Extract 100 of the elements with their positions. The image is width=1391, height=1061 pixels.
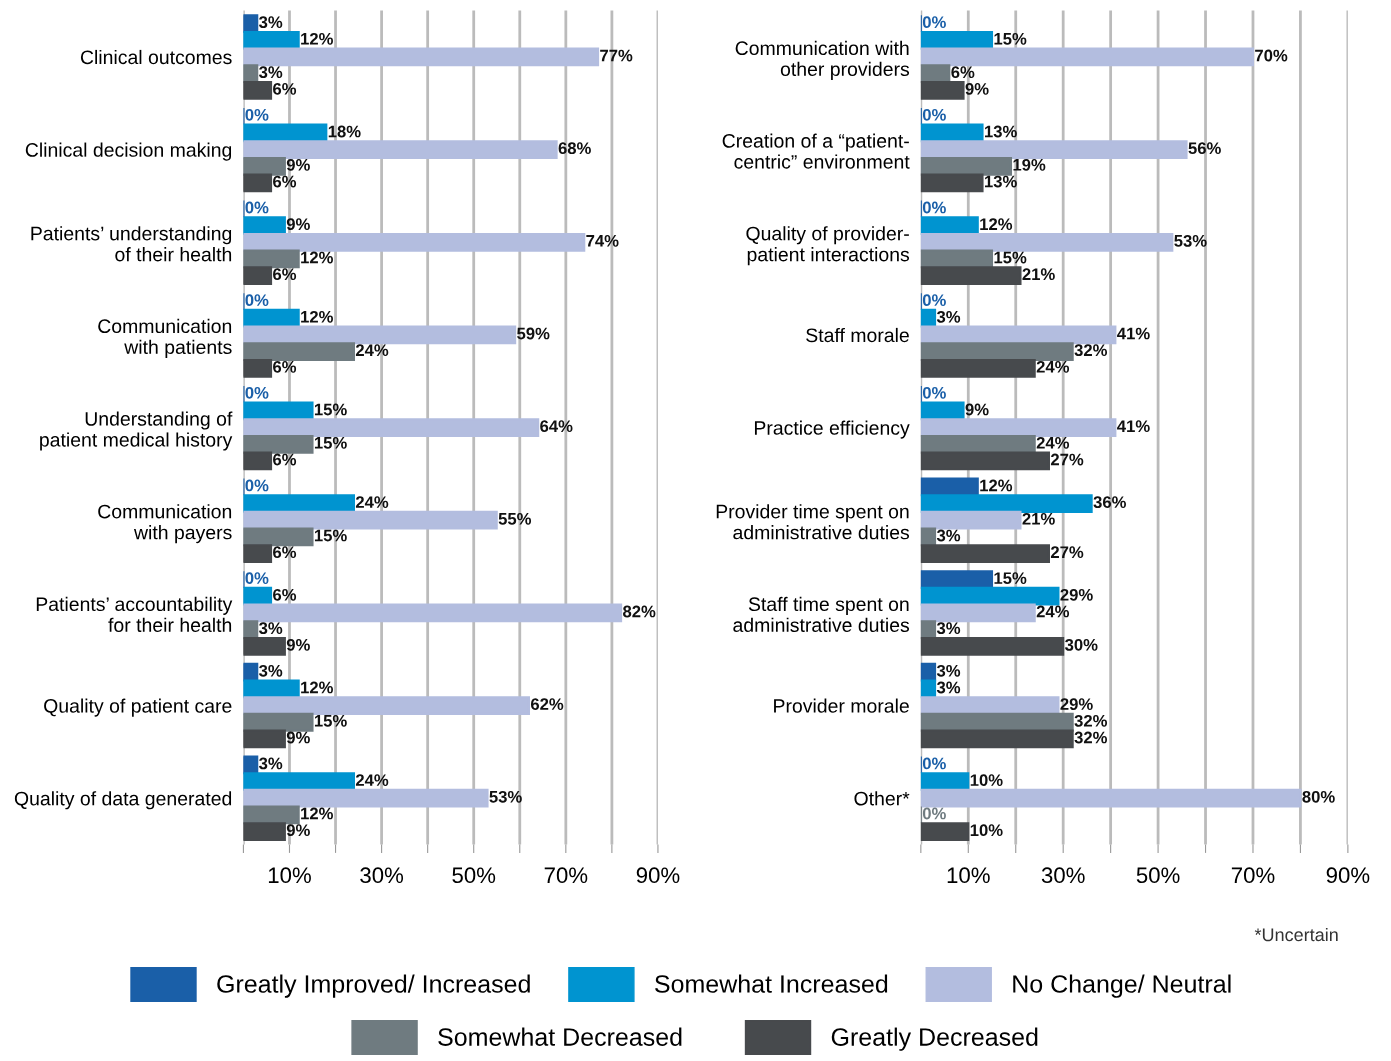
data-label: 74% bbox=[586, 234, 619, 247]
y-tick-label: Quality of provider- patient interactions bbox=[746, 226, 910, 266]
data-label: 6% bbox=[273, 175, 297, 188]
data-label: 15% bbox=[994, 32, 1027, 45]
data-label: 9% bbox=[965, 82, 989, 95]
x-tick-label: 30% bbox=[1041, 867, 1085, 884]
data-label: 3% bbox=[936, 622, 961, 635]
data-label: 21% bbox=[1022, 512, 1055, 525]
data-label: 53% bbox=[489, 790, 522, 803]
data-label: 24% bbox=[1036, 360, 1070, 373]
data-label: 0% bbox=[245, 479, 269, 492]
data-label: 36% bbox=[1093, 496, 1126, 509]
y-tick-label: Quality of data generated bbox=[14, 791, 232, 810]
data-label: 27% bbox=[1050, 546, 1084, 559]
data-label: 10% bbox=[970, 774, 1003, 787]
y-tick-label: Patients’ accountability for their health bbox=[36, 596, 233, 633]
data-label: 13% bbox=[985, 125, 1017, 138]
data-label: 12% bbox=[980, 218, 1013, 231]
data-label: 70% bbox=[1255, 49, 1288, 62]
data-label: 0% bbox=[922, 108, 946, 121]
text: *Uncertain bbox=[1254, 927, 1338, 942]
y-tick-label: Quality of patient care bbox=[44, 698, 232, 717]
data-label: 6% bbox=[273, 268, 297, 281]
data-label: 21% bbox=[1022, 268, 1055, 281]
data-label: 0% bbox=[245, 572, 269, 585]
data-label: 19% bbox=[1013, 158, 1046, 171]
data-label: 24% bbox=[1036, 605, 1070, 618]
x-tick-label: 50% bbox=[452, 867, 496, 884]
y-tick-label: Staff time spent on administrative duties bbox=[733, 596, 910, 633]
y-tick-label: Patients’ understanding of their health bbox=[31, 226, 232, 262]
x-tick-label: 90% bbox=[636, 867, 680, 884]
y-tick-label: Clinical decision making bbox=[25, 142, 232, 161]
data-label: 18% bbox=[328, 125, 361, 138]
data-label: 29% bbox=[1060, 588, 1093, 601]
data-label: 6% bbox=[273, 588, 297, 601]
data-label: 59% bbox=[517, 327, 550, 340]
data-label: 0% bbox=[245, 108, 269, 121]
data-label: 32% bbox=[1074, 731, 1108, 744]
data-label: 55% bbox=[498, 512, 532, 525]
legend-label: Greatly Decreased bbox=[831, 1027, 1038, 1051]
data-label: 80% bbox=[1302, 790, 1335, 803]
data-label: 68% bbox=[558, 142, 591, 155]
data-label: 27% bbox=[1050, 453, 1084, 466]
data-label: 9% bbox=[286, 218, 310, 231]
data-label: 30% bbox=[1064, 638, 1098, 651]
data-label: 0% bbox=[245, 201, 269, 214]
legend-label: Somewhat Decreased bbox=[438, 1027, 682, 1046]
data-label: 3% bbox=[936, 310, 961, 323]
data-label: 56% bbox=[1188, 142, 1221, 155]
data-label: 9% bbox=[286, 731, 310, 744]
y-tick-label: Understanding of patient medical history bbox=[40, 411, 233, 451]
y-tick-label: Provider morale bbox=[774, 698, 909, 713]
data-label: 9% bbox=[286, 158, 310, 171]
data-label: 24% bbox=[1036, 436, 1070, 449]
data-label: 3% bbox=[259, 66, 283, 79]
data-label: 3% bbox=[936, 664, 961, 677]
y-tick-label: Staff morale bbox=[806, 327, 909, 343]
data-label: 0% bbox=[922, 757, 946, 770]
x-tick-label: 90% bbox=[1326, 867, 1370, 884]
data-label: 10% bbox=[970, 824, 1003, 837]
data-label: 24% bbox=[355, 774, 389, 786]
data-label: 12% bbox=[980, 479, 1013, 492]
data-label: 6% bbox=[273, 546, 297, 559]
data-label: 15% bbox=[314, 436, 347, 449]
data-label: 29% bbox=[1060, 698, 1093, 711]
x-tick-label: 70% bbox=[1231, 867, 1275, 884]
x-tick-label: 10% bbox=[268, 867, 311, 884]
data-label: 53% bbox=[1174, 234, 1207, 247]
data-label: 41% bbox=[1117, 420, 1150, 433]
x-tick-label: 30% bbox=[360, 867, 404, 884]
data-label: 0% bbox=[245, 294, 269, 307]
x-tick-label: 70% bbox=[544, 867, 588, 884]
data-label: 15% bbox=[314, 403, 347, 416]
data-label: 12% bbox=[301, 681, 333, 694]
y-tick-label: Creation of a “patient- centric” environment bbox=[722, 133, 910, 169]
data-label: 12% bbox=[301, 807, 333, 820]
data-label: 6% bbox=[951, 66, 975, 79]
data-label: 9% bbox=[286, 638, 310, 651]
data-label: 6% bbox=[273, 453, 297, 466]
y-tick-label: Communication with patients bbox=[98, 318, 232, 358]
data-label: 0% bbox=[922, 386, 946, 399]
y-tick-label: Practice efficiency bbox=[754, 420, 910, 439]
data-label: 32% bbox=[1074, 344, 1108, 357]
legend-label: No Change/ Neutral bbox=[1013, 974, 1231, 998]
data-label: 32% bbox=[1074, 714, 1108, 727]
data-label: 3% bbox=[936, 529, 961, 542]
data-label: 3% bbox=[259, 664, 283, 677]
data-label: 0% bbox=[922, 807, 946, 820]
data-label: 3% bbox=[259, 757, 283, 770]
data-label: 15% bbox=[994, 251, 1027, 264]
data-label: 0% bbox=[245, 386, 269, 399]
data-label: 15% bbox=[994, 572, 1027, 585]
data-label: 13% bbox=[985, 175, 1017, 188]
x-tick-label: 50% bbox=[1136, 867, 1180, 884]
data-label: 12% bbox=[301, 310, 333, 323]
data-label: 6% bbox=[273, 82, 297, 95]
y-tick-label: Other* bbox=[854, 791, 910, 806]
data-label: 9% bbox=[965, 403, 989, 416]
legend-label: Somewhat Increased bbox=[655, 974, 888, 993]
y-tick-label: Provider time spent on administrative duties bbox=[716, 504, 910, 540]
